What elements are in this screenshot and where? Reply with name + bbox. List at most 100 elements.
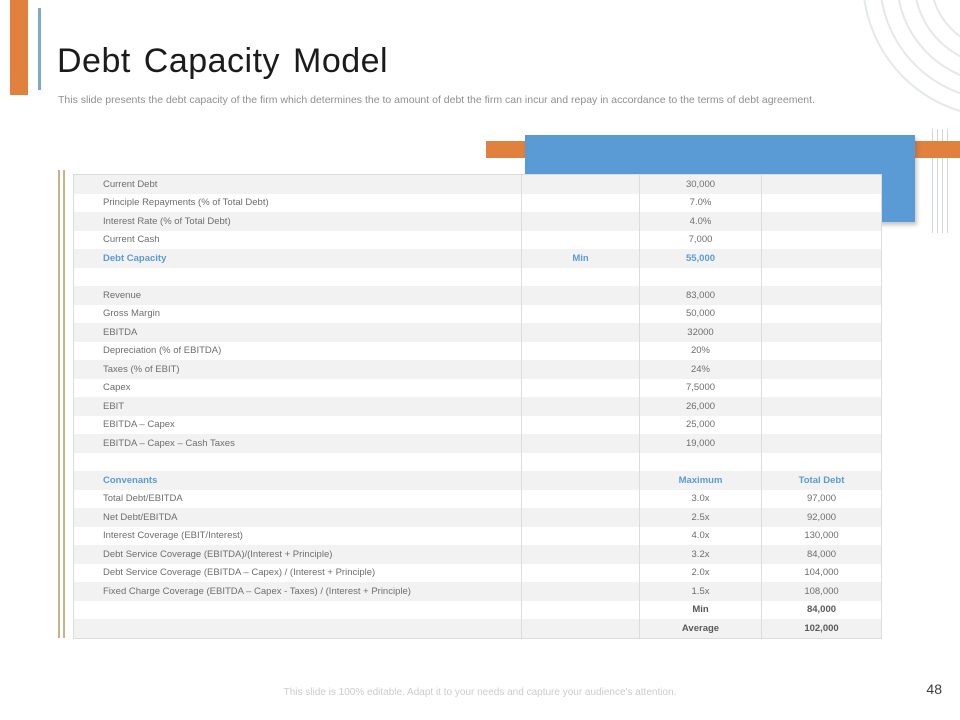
table-row: Fixed Charge Coverage (EBITDA – Capex - … bbox=[74, 582, 881, 601]
table-cell-label: Taxes (% of EBIT) bbox=[103, 363, 180, 375]
table-cell-col1 bbox=[521, 230, 639, 249]
table-cell-col1 bbox=[521, 267, 639, 286]
table-cell-col2: 19,000 bbox=[639, 434, 761, 453]
table-cell-col1 bbox=[521, 415, 639, 434]
table-row bbox=[74, 267, 881, 287]
table-cell-label bbox=[74, 268, 521, 287]
arc-decoration bbox=[862, 0, 960, 118]
vertical-line-decoration bbox=[937, 129, 938, 233]
table-cell-col1 bbox=[521, 286, 639, 305]
table-row: Debt Service Coverage (EBITDA)/(Interest… bbox=[74, 545, 881, 564]
table-cell-col3 bbox=[761, 378, 881, 397]
table-cell-col3: 84,000 bbox=[761, 545, 881, 564]
table-cell-col1 bbox=[521, 378, 639, 397]
table-cell-col1 bbox=[521, 397, 639, 416]
table-cell-label: Interest Coverage (EBIT/Interest) bbox=[103, 530, 243, 542]
table-row: Principle Repayments (% of Total Debt) 7.… bbox=[74, 193, 881, 212]
vertical-line-decoration bbox=[932, 129, 933, 233]
vertical-line-decoration bbox=[947, 129, 948, 233]
table-cell-col2: 2.5x bbox=[639, 508, 761, 527]
debt-table: Current Debt 30,000 Principle Repayments (… bbox=[73, 174, 882, 639]
table-cell-col3 bbox=[761, 397, 881, 416]
table-cell-col3: Total Debt bbox=[761, 471, 881, 490]
table-cell-col3: 130,000 bbox=[761, 526, 881, 545]
table-cell-col2: 7,5000 bbox=[639, 378, 761, 397]
table-row: Revenue 83,000 bbox=[74, 286, 881, 305]
table-cell-col1: Min bbox=[521, 249, 639, 268]
table-cell-col3: 84,000 bbox=[761, 600, 881, 619]
table-cell-col1 bbox=[521, 360, 639, 379]
tan-line-decoration bbox=[63, 170, 65, 638]
table-cell-label: EBITDA – Capex bbox=[103, 419, 175, 431]
table-cell-col2: Maximum bbox=[639, 471, 761, 490]
table-cell-col1 bbox=[521, 508, 639, 527]
left-blue-line bbox=[38, 8, 41, 90]
table-cell-col2: Average bbox=[639, 619, 761, 638]
table-cell-col2: 32000 bbox=[639, 323, 761, 342]
table-cell-label: Gross Margin bbox=[103, 308, 161, 320]
table-cell-col1 bbox=[521, 323, 639, 342]
table-cell-col1 bbox=[521, 582, 639, 601]
table-row: EBITDA 32000 bbox=[74, 323, 881, 342]
vertical-line-decoration bbox=[942, 129, 943, 233]
table-row: Total Debt/EBITDA 3.0x 97,000 bbox=[74, 489, 881, 508]
table-cell-col3 bbox=[761, 304, 881, 323]
table-row: Capex 7,5000 bbox=[74, 378, 881, 397]
table-cell-col3 bbox=[761, 415, 881, 434]
table-cell-col1 bbox=[521, 619, 639, 638]
page-number: 48 bbox=[926, 681, 942, 697]
table-cell-label bbox=[74, 601, 521, 620]
table-cell-col3: 97,000 bbox=[761, 489, 881, 508]
table-cell-col1 bbox=[521, 526, 639, 545]
slide-subtitle: This slide presents the debt capacity of… bbox=[58, 94, 815, 106]
page-title: Debt Capacity Model bbox=[57, 42, 389, 80]
table-cell-col2: 30,000 bbox=[639, 175, 761, 194]
table-cell-col3 bbox=[761, 212, 881, 231]
tan-line-decoration bbox=[58, 170, 60, 638]
table-row: Net Debt/EBITDA 2.5x 92,000 bbox=[74, 508, 881, 527]
table-cell-col2: 20% bbox=[639, 341, 761, 360]
table-cell-col3 bbox=[761, 452, 881, 471]
table-cell-label: Revenue bbox=[103, 289, 142, 301]
table-cell-label: Current Debt bbox=[103, 178, 158, 190]
table-cell-label: Depreciation (% of EBITDA) bbox=[103, 345, 222, 357]
table-cell-col1 bbox=[521, 545, 639, 564]
table-cell-col1 bbox=[521, 193, 639, 212]
table-cell-col3 bbox=[761, 341, 881, 360]
table-cell-col2: 55,000 bbox=[639, 249, 761, 268]
table-cell-col1 bbox=[521, 563, 639, 582]
table-row: Interest Coverage (EBIT/Interest) 4.0x 130… bbox=[74, 526, 881, 545]
left-orange-bar bbox=[10, 0, 28, 95]
table-cell-col2: 50,000 bbox=[639, 304, 761, 323]
table-cell-col3 bbox=[761, 230, 881, 249]
table-cell-col2: Min bbox=[639, 600, 761, 619]
table-cell-col1 bbox=[521, 600, 639, 619]
table-row: Min 84,000 bbox=[74, 600, 881, 620]
table-cell-col2: 83,000 bbox=[639, 286, 761, 305]
table-cell-label: Debt Capacity bbox=[103, 252, 167, 264]
table-cell-label bbox=[74, 619, 521, 638]
table-cell-col2 bbox=[639, 452, 761, 471]
table-cell-col3 bbox=[761, 193, 881, 212]
table-row: Gross Margin 50,000 bbox=[74, 304, 881, 323]
table-cell-col1 bbox=[521, 341, 639, 360]
table-cell-label: Principle Repayments (% of Total Debt) bbox=[103, 197, 269, 209]
table-cell-col3 bbox=[761, 267, 881, 286]
table-row bbox=[74, 452, 881, 471]
table-cell-col3: 104,000 bbox=[761, 563, 881, 582]
table-row: EBITDA – Capex – Cash Taxes 19,000 bbox=[74, 434, 881, 453]
table-cell-col2: 25,000 bbox=[639, 415, 761, 434]
table-row: Interest Rate (% of Total Debt) 4.0% bbox=[74, 212, 881, 231]
table-row: Depreciation (% of EBITDA) 20% bbox=[74, 341, 881, 360]
table-cell-col2: 3.2x bbox=[639, 545, 761, 564]
table-cell-col1 bbox=[521, 304, 639, 323]
table-cell-col3 bbox=[761, 286, 881, 305]
table-cell-col2: 4.0% bbox=[639, 212, 761, 231]
table-row: Current Cash 7,000 bbox=[74, 230, 881, 249]
table-cell-col2: 1.5x bbox=[639, 582, 761, 601]
table-cell-col1 bbox=[521, 175, 639, 194]
table-cell-col3 bbox=[761, 249, 881, 268]
table-row: Debt Service Coverage (EBITDA – Capex) /… bbox=[74, 563, 881, 582]
table-cell-col1 bbox=[521, 434, 639, 453]
table-cell-label: Debt Service Coverage (EBITDA)/(Interest… bbox=[103, 548, 333, 560]
